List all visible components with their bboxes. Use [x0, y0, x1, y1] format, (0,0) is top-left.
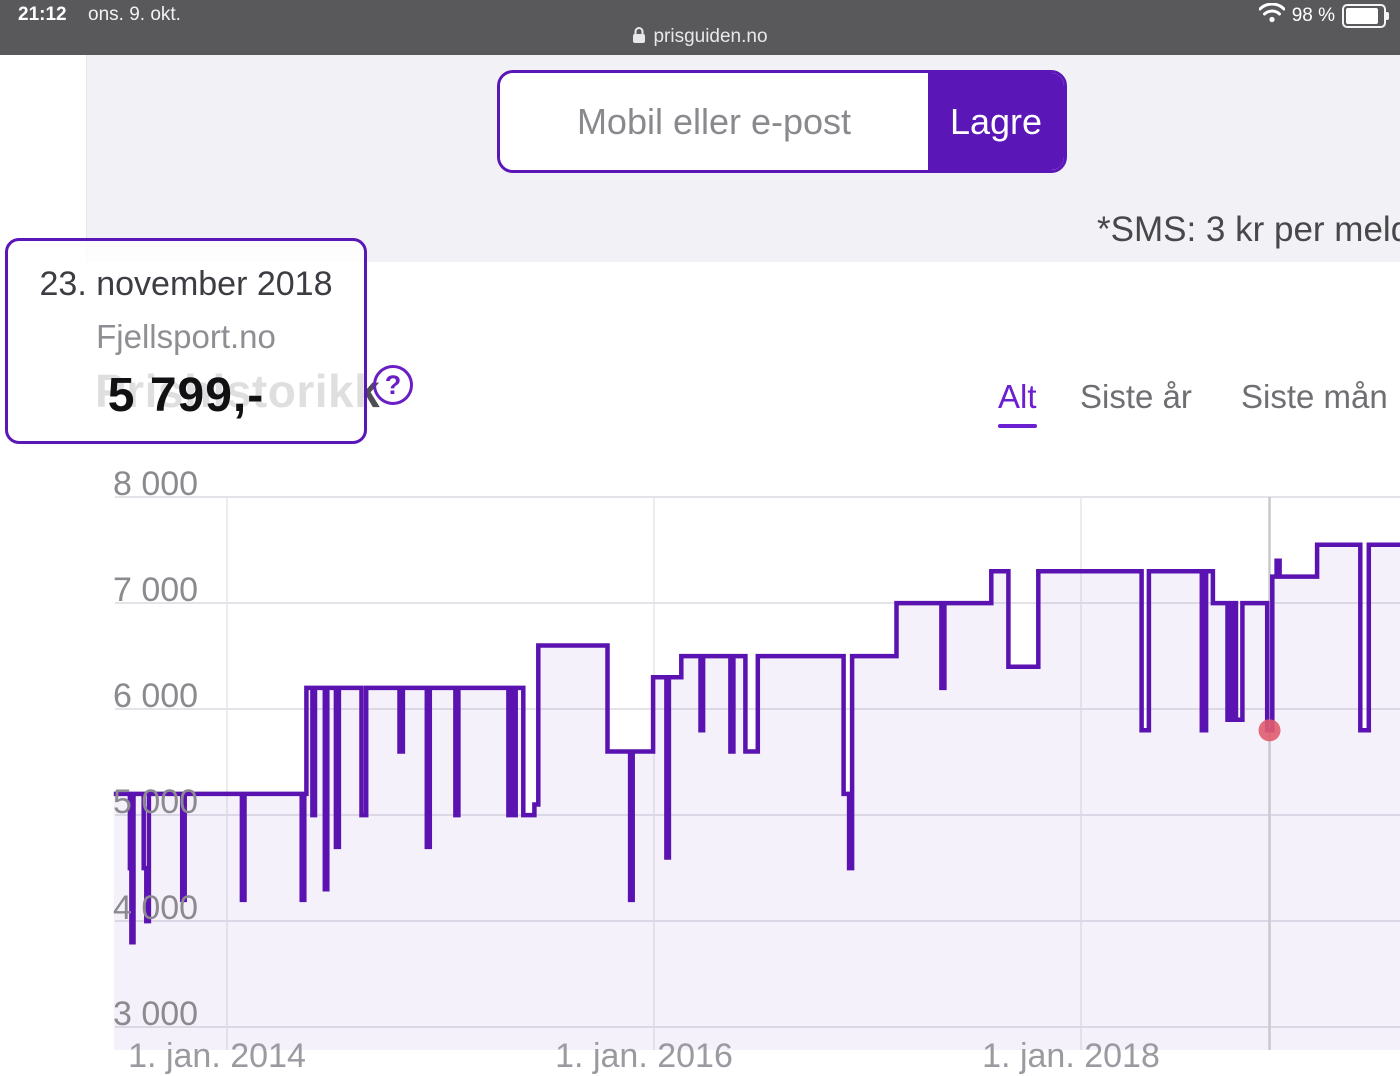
x-axis-tick-label: 1. jan. 2014	[128, 1037, 306, 1075]
wifi-icon	[1258, 2, 1286, 28]
selected-point-marker	[1258, 719, 1281, 742]
status-indicators: 98 %	[1258, 2, 1389, 28]
price-tooltip: 23. november 2018 Fjellsport.no 5 799,-	[5, 238, 367, 444]
clock-time: 21:12	[18, 4, 67, 25]
tab-last-month[interactable]: Siste mån	[1241, 378, 1388, 415]
save-button[interactable]: Lagre	[928, 73, 1064, 170]
tooltip-date: 23. november 2018	[39, 265, 333, 303]
tooltip-price: 5 799,-	[107, 369, 265, 422]
address-bar-url: prisguiden.no	[653, 26, 768, 47]
tab-all[interactable]: Alt	[998, 378, 1037, 428]
sms-fee-note: *SMS: 3 kr per meld	[1097, 210, 1400, 249]
contact-input[interactable]	[500, 73, 928, 170]
chart-canvas[interactable]	[0, 455, 1400, 1050]
range-tabs: Alt Siste år Siste mån	[0, 378, 1400, 430]
y-axis-tick-label: 5 000	[113, 783, 199, 821]
y-axis-tick-label: 7 000	[113, 571, 199, 609]
tooltip-store: Fjellsport.no	[96, 318, 276, 355]
price-line	[113, 542, 1400, 945]
price-alert-form: Lagre	[497, 70, 1067, 173]
address-bar[interactable]: prisguiden.no	[0, 26, 1400, 50]
price-history-chart[interactable]: 8 000 7 000 6 000 5 000 4 000 3 000 1. jan. 2…	[0, 455, 1400, 1075]
x-axis-tick-label: 1. jan. 2016	[555, 1037, 733, 1075]
y-axis-tick-label: 6 000	[113, 677, 199, 715]
y-axis-tick-label: 4 000	[113, 889, 199, 927]
price-area-fill	[113, 544, 1400, 1050]
clock-date: ons. 9. okt.	[88, 4, 181, 25]
tab-last-year[interactable]: Siste år	[1080, 378, 1192, 415]
y-axis-tick-label: 3 000	[113, 995, 199, 1033]
battery-percentage: 98 %	[1291, 4, 1335, 26]
status-bar: 21:12 ons. 9. okt. 98 % prisguiden.no	[0, 0, 1400, 55]
battery-icon	[1342, 3, 1389, 28]
active-tab-underline	[998, 424, 1037, 428]
help-icon[interactable]: ?	[373, 365, 413, 405]
x-axis-tick-label: 1. jan. 2018	[982, 1037, 1160, 1075]
lock-icon	[632, 26, 646, 50]
y-axis-tick-label: 8 000	[113, 465, 199, 503]
